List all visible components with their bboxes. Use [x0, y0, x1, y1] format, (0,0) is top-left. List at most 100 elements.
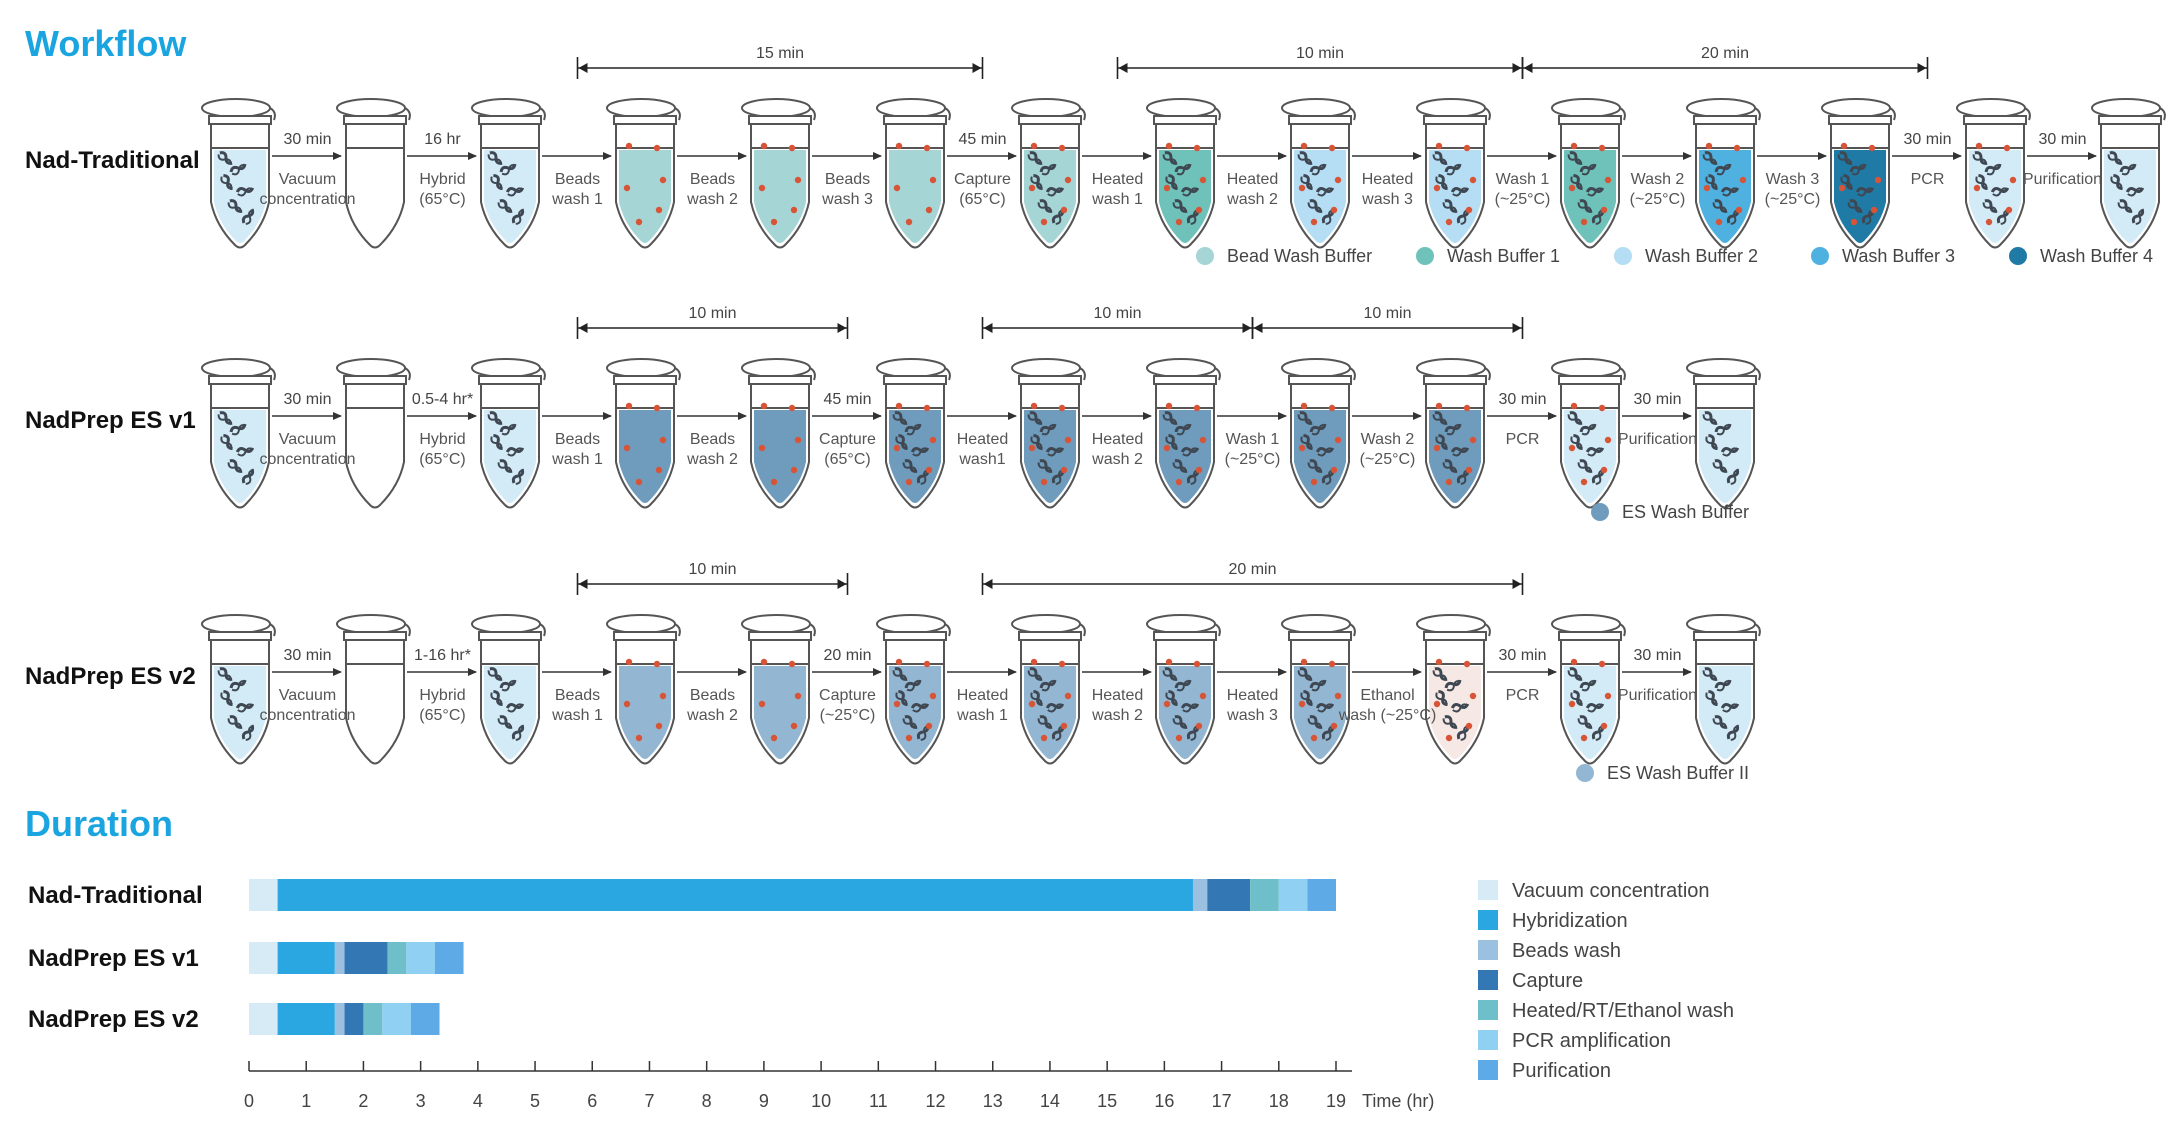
dna-fragment: [1726, 724, 1740, 741]
tube: [1551, 98, 1626, 249]
tube-rim: [478, 631, 542, 641]
dna-strand: [1460, 725, 1469, 741]
bracket-arrow: [1512, 323, 1522, 333]
dna-strand: [1168, 689, 1178, 707]
dna-strand: [217, 154, 232, 165]
bead: [1445, 734, 1453, 742]
bead: [1058, 144, 1066, 152]
dna-strand: [1714, 199, 1728, 213]
bead: [760, 402, 768, 410]
dna-fragment: [1039, 423, 1057, 436]
buffer-legend-item: Wash Buffer 4: [2009, 246, 2153, 266]
bracket-label: 20 min: [1701, 45, 1749, 62]
tube-liquid: [214, 410, 266, 503]
tube-rim: [208, 631, 272, 641]
bead: [905, 734, 913, 742]
tube-cap-hinge: [809, 623, 816, 637]
bead: [923, 404, 931, 412]
bead: [1028, 444, 1036, 452]
bead: [1064, 436, 1072, 444]
chart-legend-label: Heated/RT/Ethanol wash: [1512, 1000, 1734, 1022]
dna-strand: [1726, 468, 1740, 484]
tube: [1281, 358, 1356, 509]
dna-strand: [1972, 154, 1987, 165]
bracket-arrow: [1118, 63, 1128, 73]
tube: [1281, 98, 1356, 249]
bead: [895, 142, 903, 150]
bead: [1568, 700, 1576, 708]
dna-strand: [227, 462, 242, 473]
dna-strand: [1567, 670, 1582, 681]
dna-fragment: [1840, 173, 1853, 191]
category-label: NadPrep ES v1: [28, 945, 199, 972]
tube: [336, 358, 411, 509]
dna-strand: [1452, 187, 1469, 197]
dna-strand: [895, 692, 908, 706]
dna-strand: [489, 667, 503, 681]
bracket-arrow: [1253, 323, 1263, 333]
dna-strand: [1047, 447, 1064, 457]
dna-fragment: [1712, 715, 1728, 729]
bead: [653, 404, 661, 412]
tube-rim: [613, 631, 677, 641]
dna-fragment: [1712, 199, 1728, 213]
dna-fragment: [229, 163, 247, 176]
step-label: Wash 3: [1766, 171, 1820, 188]
buffer-legend-label: ES Wash Buffer: [1622, 502, 1749, 522]
dna-strand: [1705, 692, 1718, 706]
bead: [1175, 218, 1183, 226]
dna-strand: [1172, 462, 1187, 473]
step-time: 30 min: [1633, 391, 1681, 408]
bar-segment: [334, 942, 345, 974]
duration-chart: Nad-Traditional NadPrep ES v1 NadPrep ES v…: [28, 879, 1734, 1111]
dna-strand: [505, 703, 525, 709]
buffer-legend-label: ES Wash Buffer II: [1607, 763, 1749, 783]
bead: [1469, 692, 1477, 700]
step-label: Hybrid: [419, 687, 465, 704]
bar-segment: [277, 1003, 335, 1035]
bead: [2005, 206, 2013, 214]
dna-strand: [1434, 151, 1448, 165]
dna-strand: [1033, 173, 1043, 191]
dna-strand: [1857, 187, 1874, 197]
tube-rim: [1963, 115, 2027, 125]
bead: [1604, 176, 1612, 184]
dna-strand: [490, 176, 503, 190]
tube-rim: [613, 375, 677, 385]
x-tick-label: 18: [1269, 1091, 1289, 1111]
bead: [893, 700, 901, 708]
dna-strand: [1722, 187, 1739, 197]
x-tick-label: 13: [983, 1091, 1003, 1111]
step-time: 30 min: [1498, 647, 1546, 664]
dna-strand: [245, 725, 254, 741]
dna-strand: [1704, 411, 1718, 425]
tube-rim: [1018, 375, 1082, 385]
step-label: (65°C): [419, 707, 465, 724]
dna-strand: [1444, 423, 1462, 433]
dna-strand: [1712, 462, 1727, 473]
chart-legend-item: Vacuum concentration: [1478, 880, 1710, 902]
dna-strand: [1174, 423, 1192, 433]
dna-fragment: [2119, 163, 2137, 176]
tube-cap-hinge: [1214, 623, 1221, 637]
dna-strand: [1311, 680, 1327, 692]
tube: [471, 614, 546, 765]
bead: [905, 218, 913, 226]
bracket-label: 10 min: [1093, 305, 1141, 322]
dna-fragment: [1442, 459, 1458, 473]
dna-strand: [235, 703, 255, 709]
dna-strand: [1839, 151, 1853, 165]
tube: [336, 98, 411, 249]
bead: [760, 658, 768, 666]
dna-strand: [1569, 667, 1583, 681]
step-time: 30 min: [283, 391, 331, 408]
dna-strand: [1165, 176, 1178, 190]
dna-strand: [1297, 154, 1312, 165]
tube-cap: [1146, 358, 1216, 378]
dna-fragment: [1585, 447, 1605, 457]
dna-fragment: [1567, 411, 1583, 425]
tube-rim: [1288, 375, 1352, 385]
bead: [929, 436, 937, 444]
tube-cap: [336, 98, 406, 118]
dna-strand: [1442, 202, 1457, 213]
